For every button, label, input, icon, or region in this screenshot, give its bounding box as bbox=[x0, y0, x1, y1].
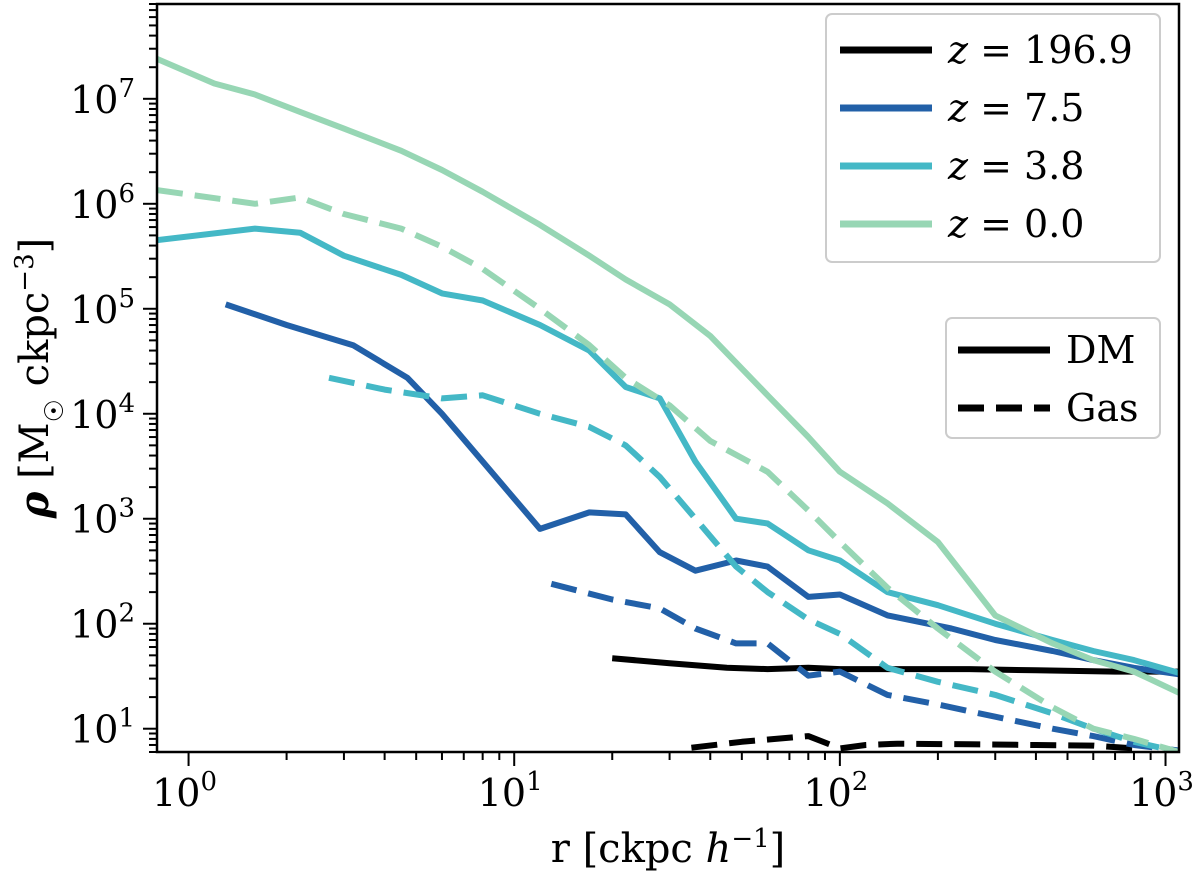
series-z-196-9-gas bbox=[691, 733, 1135, 752]
legend-label-z: z = 3.8 bbox=[947, 144, 1084, 188]
y-axis-label: ρ [M☉ ckpc−3] bbox=[10, 238, 70, 520]
x-axis-label: r [ckpc h−1] bbox=[551, 824, 786, 872]
x-tick-label: 100 bbox=[152, 767, 217, 815]
x-tick-label: 101 bbox=[478, 767, 543, 815]
y-tick-label: 103 bbox=[70, 494, 135, 542]
series-z-3-8-dm bbox=[157, 225, 1179, 676]
series-z-7-5-gas bbox=[550, 580, 1179, 752]
redshift-legend-frame bbox=[825, 13, 1161, 263]
legend-label-z: z = 196.9 bbox=[947, 28, 1133, 72]
y-tick-label: 101 bbox=[70, 704, 135, 752]
series-z-0-0-dm bbox=[157, 56, 1179, 696]
x-tick-label: 102 bbox=[803, 767, 868, 815]
legend-label-dm: DM bbox=[1066, 328, 1135, 372]
component-legend: DM Gas bbox=[945, 317, 1161, 439]
redshift-legend: z = 196.9 z = 7.5 z = 3.8 z = 0.0 bbox=[825, 13, 1161, 263]
y-tick-label: 107 bbox=[70, 74, 135, 122]
y-tick-label: 102 bbox=[70, 599, 135, 647]
y-tick-label: 104 bbox=[70, 389, 135, 437]
legend-label-gas: Gas bbox=[1066, 386, 1139, 430]
plot-area-frame bbox=[155, 2, 1181, 754]
series-z-0-0-gas bbox=[157, 187, 1179, 752]
legend-label-z: z = 0.0 bbox=[947, 202, 1084, 246]
x-tick-label: 103 bbox=[1129, 767, 1194, 815]
legend-label-z: z = 7.5 bbox=[947, 86, 1084, 130]
y-tick-label: 105 bbox=[70, 284, 135, 332]
series-z-3-8-gas bbox=[328, 374, 1179, 752]
y-tick-label: 106 bbox=[70, 179, 135, 227]
